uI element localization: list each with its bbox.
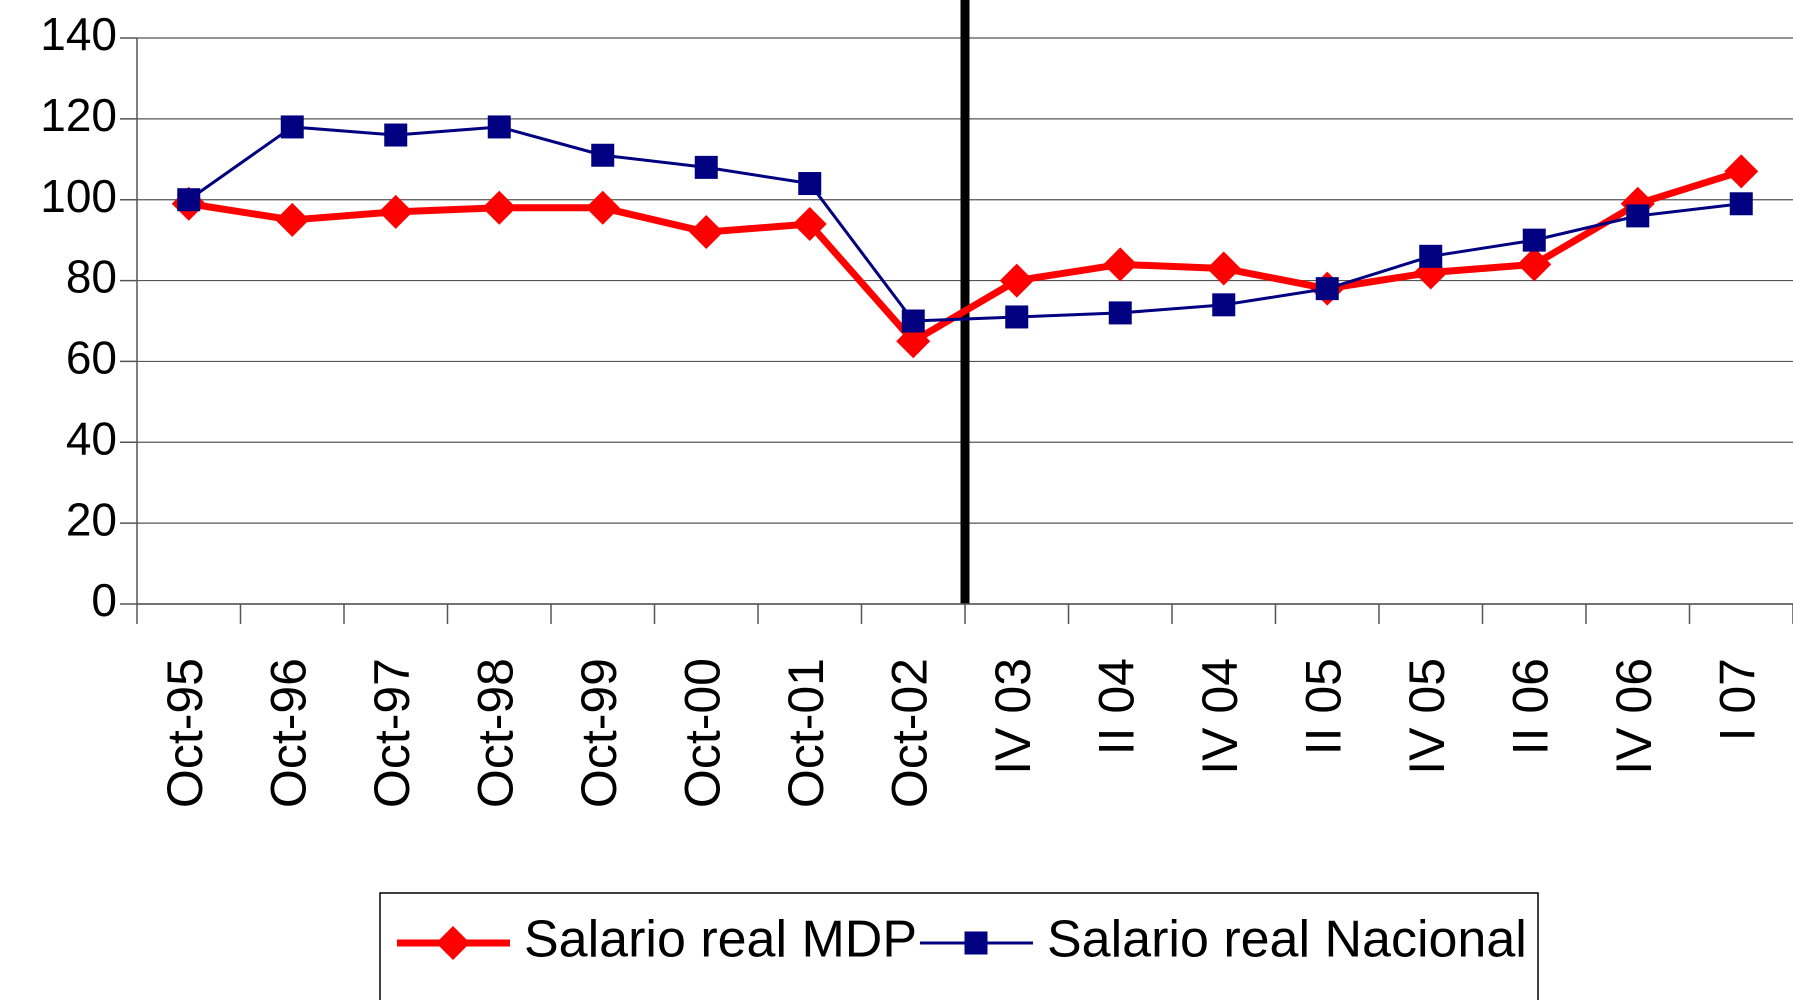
legend-marker (964, 931, 988, 955)
data-point (901, 309, 925, 333)
data-point (896, 324, 931, 359)
x-tick-label: II 04 (1088, 658, 1144, 755)
data-point (591, 143, 615, 167)
data-point (792, 206, 827, 241)
y-tick-label: 100 (40, 170, 117, 222)
y-tick-label: 60 (66, 332, 117, 384)
series-line (187, 125, 1742, 323)
data-point (378, 194, 413, 229)
data-point (177, 188, 201, 212)
data-point (1103, 247, 1138, 282)
data-point (280, 115, 304, 139)
data-point (1724, 154, 1759, 189)
y-tick-label: 40 (66, 412, 117, 464)
x-tick-label: Oct-01 (778, 658, 834, 808)
y-tick-label: 20 (66, 493, 117, 545)
y-tick-label: 80 (66, 251, 117, 303)
x-tick-label: Oct-96 (260, 658, 316, 808)
legend-marker (436, 926, 470, 960)
x-tick-label: II 06 (1502, 658, 1558, 755)
data-point (1212, 293, 1236, 317)
x-tick-label: Oct-00 (674, 658, 730, 808)
x-tick-label: IV 04 (1192, 658, 1248, 775)
x-tick-label: Oct-98 (467, 658, 523, 808)
data-point (1522, 228, 1546, 252)
x-tick-label: Oct-95 (157, 658, 213, 808)
data-point (384, 123, 408, 147)
data-point (694, 155, 718, 179)
data-point (1206, 251, 1241, 286)
legend-label: Salario real MDP (524, 911, 917, 969)
data-point (585, 190, 620, 225)
data-point (1005, 305, 1029, 329)
x-tick-label: Oct-02 (881, 658, 937, 808)
x-tick-label: I 07 (1709, 658, 1765, 741)
data-point (1729, 192, 1753, 216)
data-point (1517, 247, 1552, 282)
data-point (1315, 277, 1339, 301)
legend-label: Salario real Nacional (1047, 911, 1527, 969)
data-point (482, 190, 517, 225)
x-tick-label: IV 06 (1606, 658, 1662, 775)
data-point (798, 172, 822, 196)
y-tick-label: 120 (40, 89, 117, 141)
data-point (1626, 204, 1650, 228)
x-tick-label: IV 05 (1399, 658, 1455, 775)
data-point (487, 115, 511, 139)
data-point (1108, 301, 1132, 325)
data-point (1419, 244, 1443, 268)
x-tick-label: Oct-99 (571, 658, 627, 808)
x-tick-label: II 05 (1295, 658, 1351, 755)
y-tick-label: 140 (40, 8, 117, 60)
data-point (275, 202, 310, 237)
y-tick-label: 0 (91, 574, 117, 626)
series-line (188, 168, 1743, 345)
data-point (689, 215, 724, 250)
x-tick-label: Oct-97 (364, 658, 420, 808)
legend-box (379, 892, 1539, 1000)
data-point (999, 263, 1034, 298)
x-tick-label: IV 03 (985, 658, 1041, 775)
